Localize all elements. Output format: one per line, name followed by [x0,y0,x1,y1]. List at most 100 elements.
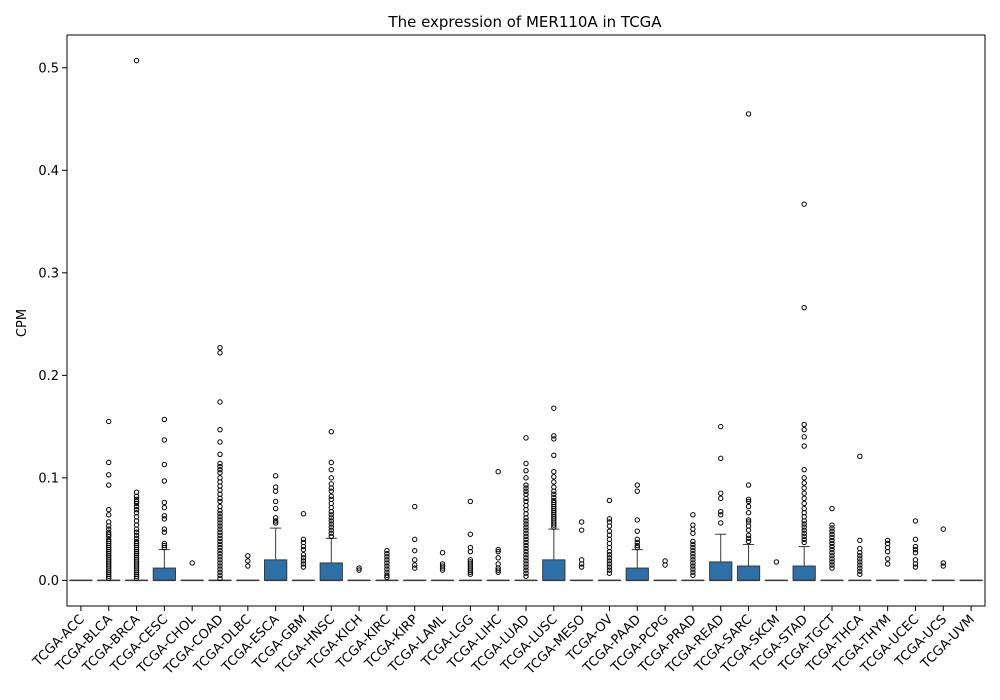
outlier-point [662,562,668,568]
outlier-point [439,567,446,573]
outlier-point [245,558,251,564]
outlier-point [690,563,696,569]
outlier-point [217,466,223,473]
y-tick-label: 0.0 [38,574,59,589]
outlier-point [857,556,863,562]
outlier-point [801,495,807,502]
outlier-point [217,541,223,548]
outlier-point [801,304,807,311]
outlier-point [106,573,112,579]
outlier-point [634,517,640,523]
outlier-point [106,418,112,425]
outlier-point [384,557,390,563]
outlier-point [106,459,112,466]
outlier-point [801,524,807,530]
outlier-point [884,548,891,555]
outlier-point [551,469,557,475]
outlier-point [912,518,919,524]
outlier-point [829,543,835,550]
outlier-point [328,527,334,533]
outlier-point [523,552,529,558]
outlier-point [801,201,807,207]
outlier-point [523,573,529,579]
outlier-point [718,508,724,515]
outlier-point [328,530,334,536]
outlier-point [272,520,279,526]
outlier-point [217,520,223,526]
outlier-point [801,426,807,433]
outlier-point [133,535,140,542]
outlier-point [272,498,279,505]
outlier-point [801,530,807,536]
outlier-point [133,575,140,582]
outlier-point [634,542,640,549]
outlier-point [634,482,640,488]
outlier-point [384,566,390,572]
outlier-point [161,437,168,443]
outlier-point [690,566,696,572]
outlier-point [912,536,919,543]
outlier-point [495,548,501,555]
outlier-point [857,453,863,460]
outlier-point [551,436,557,442]
outlier-point [745,482,752,488]
outlier-point [829,528,835,534]
outlier-point [523,527,529,533]
outlier-point [245,563,251,569]
outlier-point [217,463,223,470]
outlier-point [523,518,529,524]
outlier-point [857,559,863,565]
outlier-point [745,496,752,503]
outlier-point [523,495,529,502]
box [319,562,343,581]
outlier-point [300,555,307,561]
outlier-point [161,478,168,484]
outlier-point [801,443,807,449]
outlier-point [217,557,223,563]
outlier-point [217,563,223,569]
outlier-point [829,540,835,547]
outlier-point [133,532,140,538]
outlier-point [523,561,529,567]
outlier-point [523,533,529,539]
outlier-point [217,498,223,505]
outlier-point [106,472,112,478]
outlier-point [300,564,307,570]
outlier-point [467,571,474,577]
outlier-point [690,541,696,548]
outlier-point [690,557,696,563]
outlier-point [634,536,640,543]
outlier-point [551,491,557,497]
outlier-point [801,536,807,543]
outlier-point [300,558,307,564]
outlier-point [217,511,223,517]
outlier-point [801,539,807,546]
box [709,561,733,581]
outlier-point [217,470,223,476]
outlier-point [439,565,446,571]
outlier-point [217,569,223,575]
box [625,567,649,581]
outlier-point [634,539,640,546]
outlier-point [690,554,696,560]
outlier-point [467,548,474,555]
outlier-point [217,572,223,578]
outlier-point [606,570,613,576]
outlier-point [829,531,835,537]
outlier-point [829,522,835,528]
outlier-point [161,526,168,532]
outlier-point [328,512,334,518]
outlier-point [217,495,223,502]
outlier-point [829,553,835,559]
outlier-point [884,556,891,562]
outlier-point [551,522,557,528]
outlier-point [523,482,529,488]
outlier-point [217,538,223,545]
outlier-point [245,553,251,559]
outlier-point [133,573,140,579]
outlier-point [161,513,168,519]
outlier-point [523,558,529,564]
outlier-point [690,538,696,545]
outlier-point [217,551,223,557]
